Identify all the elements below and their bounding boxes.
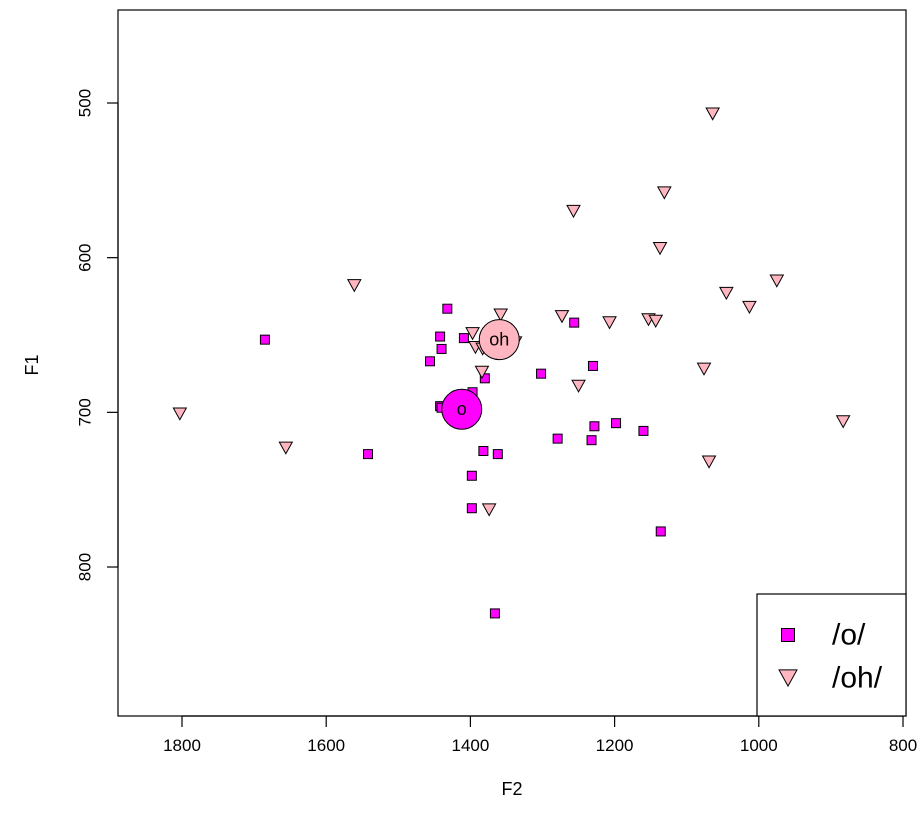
point-oh [602, 316, 617, 330]
point-o [589, 421, 600, 432]
point-o [436, 343, 447, 354]
point-o [466, 503, 477, 514]
point-oh [835, 415, 851, 429]
x-axis-title: F2 [501, 779, 522, 799]
point-o [363, 449, 374, 460]
point-o [569, 317, 580, 328]
point-o [492, 449, 503, 460]
y-tick-label: 800 [76, 553, 95, 581]
point-o [458, 333, 469, 344]
point-o [435, 331, 446, 342]
point-oh [346, 279, 362, 293]
legend: /o/ /oh/ [756, 593, 907, 717]
x-tick-label: 1600 [307, 736, 345, 755]
point-o [536, 368, 547, 379]
mean-marker-oh [478, 319, 520, 361]
point-o [259, 334, 270, 345]
point-oh [648, 314, 664, 328]
point-oh [769, 274, 785, 288]
point-oh [701, 455, 717, 469]
legend-box [756, 593, 907, 717]
point-oh [554, 310, 570, 324]
legend-swatch-oh [778, 669, 798, 688]
point-o [552, 433, 563, 444]
point-oh [465, 327, 480, 341]
point-oh [719, 286, 734, 301]
point-o [466, 470, 477, 481]
x-tick-label: 1800 [163, 736, 201, 755]
x-tick-label: 1200 [596, 736, 634, 755]
point-oh [571, 379, 586, 393]
point-o [655, 526, 666, 537]
point-oh [742, 300, 757, 315]
point-oh [278, 441, 294, 455]
legend-label: /oh/ [832, 662, 883, 695]
point-o [586, 435, 597, 446]
means-layer: o oh [441, 319, 520, 430]
point-oh [172, 407, 188, 421]
y-tick-label: 500 [76, 89, 95, 117]
point-oh [652, 242, 668, 256]
point-o [425, 356, 436, 367]
x-tick-label: 800 [889, 736, 917, 755]
point-oh [705, 107, 721, 121]
mean-label-oh: oh [489, 330, 509, 350]
y-tick-label: 600 [76, 243, 95, 271]
y-axis-title: F1 [22, 354, 42, 375]
point-o [489, 608, 500, 619]
point-oh [566, 204, 581, 219]
points-layer [172, 107, 851, 619]
mean-marker-o [441, 388, 483, 430]
point-o [611, 418, 622, 429]
point-o [587, 360, 598, 371]
legend-label: /o/ [832, 619, 866, 652]
y-tick-label: 700 [76, 398, 95, 426]
mean-label-o: o [457, 399, 467, 419]
point-oh [696, 362, 712, 376]
point-o [478, 446, 489, 457]
x-tick-label: 1400 [451, 736, 489, 755]
point-oh [493, 308, 509, 322]
legend-swatch-o [781, 628, 795, 642]
x-tick-label: 1000 [740, 736, 778, 755]
point-oh [656, 186, 672, 200]
point-oh [474, 365, 490, 380]
point-o [442, 303, 453, 314]
point-o [638, 425, 649, 436]
point-oh [481, 503, 497, 517]
